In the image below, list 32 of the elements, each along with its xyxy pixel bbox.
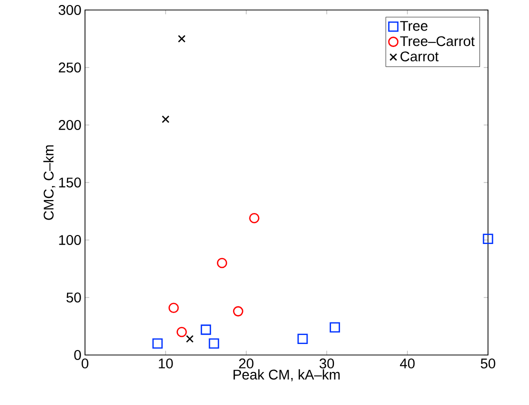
point <box>249 213 260 224</box>
point <box>152 338 163 349</box>
point <box>216 258 228 268</box>
point <box>168 302 179 313</box>
y-tick-label: 50 <box>66 292 81 302</box>
legend-label: Tree–Carrot <box>400 36 475 46</box>
x-axis-title: Peak CM, kA–km <box>234 369 340 382</box>
point <box>200 324 212 335</box>
point <box>186 335 194 343</box>
point <box>232 306 244 316</box>
point <box>176 326 187 338</box>
y-tick-label: 0 <box>74 350 81 360</box>
y-tick-label: 150 <box>59 178 81 188</box>
x-tick-label: 40 <box>400 358 415 368</box>
x-tick-label: 10 <box>158 358 173 368</box>
point <box>482 234 494 244</box>
point <box>330 322 340 333</box>
y-tick-label: 100 <box>59 235 81 245</box>
point <box>297 334 308 344</box>
y-tick-label: 300 <box>58 5 81 15</box>
x-tick-label: 0 <box>82 358 88 368</box>
legend-label: Tree <box>400 21 428 31</box>
legend-label: Carrot <box>400 51 439 62</box>
x-tick-label: 20 <box>239 358 254 368</box>
x-tick-label: 30 <box>320 358 334 368</box>
y-tick-label: 200 <box>58 120 81 130</box>
point <box>178 34 186 43</box>
point <box>208 338 220 349</box>
x-tick-label: 50 <box>480 358 496 368</box>
y-axis-title: CMC, C–km <box>43 145 56 220</box>
y-tick-label: 250 <box>58 62 81 72</box>
point <box>162 115 170 124</box>
